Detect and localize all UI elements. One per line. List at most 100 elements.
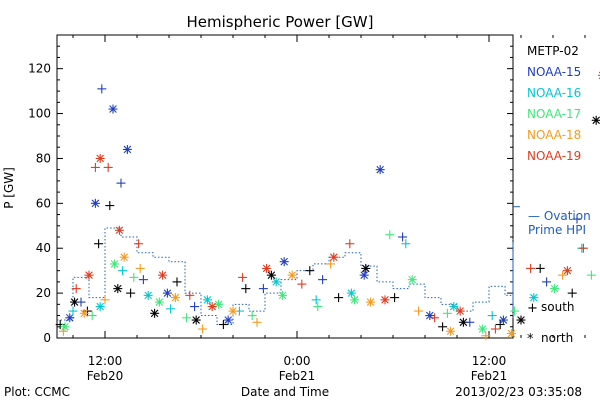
- noaa-19-north-point: [158, 270, 168, 280]
- noaa-19-south-point: [297, 279, 307, 289]
- noaa-17-north-point: [407, 275, 417, 285]
- noaa-15-south-point: [258, 284, 268, 294]
- noaa-17-south-point: [510, 306, 520, 316]
- metp-02-north-point: [361, 263, 371, 273]
- noaa-19-south-point: [430, 313, 440, 323]
- noaa-15-north-point: [90, 198, 100, 208]
- y-axis-label: P [GW]: [2, 167, 16, 209]
- noaa-17-south-point: [129, 272, 139, 282]
- legend-entry: NOAA-15: [527, 65, 581, 79]
- metp-02-south-point: [105, 201, 115, 211]
- noaa-15-north-point: [359, 270, 369, 280]
- legend-north-label: north: [541, 331, 573, 345]
- plot-credit: Plot: CCMC: [4, 385, 70, 399]
- metp-02-south-point: [535, 263, 545, 273]
- noaa-17-north-point: [478, 324, 488, 334]
- metp-02-south-point: [126, 288, 136, 298]
- legend-ovation-line1: — Ovation: [528, 209, 591, 223]
- x-axis-label: Date and Time: [241, 385, 329, 399]
- noaa-16-north-point: [346, 288, 356, 298]
- metp-02-south-point: [438, 322, 448, 332]
- noaa-19-north-point: [84, 270, 94, 280]
- noaa-18-south-point: [481, 331, 491, 341]
- noaa-17-north-point: [550, 284, 560, 294]
- noaa-19-south-point: [71, 284, 81, 294]
- metp-02-south-point: [305, 266, 315, 276]
- metp-02-north-point: [150, 308, 160, 318]
- noaa-18-south-point: [252, 317, 262, 327]
- noaa-19-south-point: [90, 162, 100, 172]
- x-tick-date-label: Feb21: [471, 369, 508, 383]
- noaa-17-south-point: [586, 270, 596, 280]
- noaa-19-south-point: [526, 263, 536, 273]
- chart-title: Hemispheric Power [GW]: [187, 13, 374, 31]
- noaa-15-south-point: [116, 178, 126, 188]
- noaa-15-south-point: [465, 317, 475, 327]
- noaa-17-south-point: [182, 313, 192, 323]
- noaa-16-south-point: [68, 306, 78, 316]
- noaa-18-north-point: [366, 297, 376, 307]
- x-tick-time-label: 0:00: [284, 354, 311, 368]
- y-axis: 0 20 40 60 80 100 120: [28, 34, 513, 345]
- legend: METP-02 NOAA-15 NOAA-16 NOAA-17 NOAA-18 NOAA-…: [513, 44, 581, 208]
- noaa-17-south-point: [87, 311, 97, 321]
- noaa-17-north-point: [350, 295, 360, 305]
- legend-entry: NOAA-19: [527, 149, 581, 163]
- legend-ovation-line2: Prime HPI: [528, 223, 586, 237]
- x-tick-date-label: Feb21: [279, 369, 316, 383]
- noaa-15-south-point: [542, 277, 552, 287]
- noaa-19-north-point: [207, 302, 217, 312]
- noaa-19-north-point: [114, 225, 124, 235]
- noaa-15-south-point: [190, 302, 200, 312]
- noaa-17-north-point: [60, 322, 70, 332]
- timestamp: 2013/02/23 03:35:08: [455, 385, 582, 399]
- legend-entry: METP-02: [527, 44, 579, 58]
- noaa-16-north-point: [202, 295, 212, 305]
- ovation-hpi-line: [57, 227, 514, 326]
- noaa-19-north-point: [562, 266, 572, 276]
- noaa-16-north-point: [271, 277, 281, 287]
- noaa-15-south-point: [572, 214, 582, 224]
- noaa-19-south-point: [238, 272, 248, 282]
- noaa-18-south-point: [135, 263, 145, 273]
- noaa-15-south-point: [97, 84, 107, 94]
- noaa-15-south-point: [138, 275, 148, 285]
- metp-02-south-point: [334, 293, 344, 303]
- noaa-18-south-point: [58, 326, 68, 336]
- legend-entry: NOAA-16: [527, 86, 581, 100]
- noaa-16-south-point: [487, 311, 497, 321]
- noaa-19-north-point: [455, 306, 465, 316]
- metp-02-north-point: [70, 297, 80, 307]
- noaa-19-north-point: [329, 252, 339, 262]
- noaa-15-north-point: [223, 315, 233, 325]
- y-tick-label: 60: [36, 196, 51, 210]
- noaa-16-north-point: [143, 290, 153, 300]
- metp-02-south-point: [94, 239, 104, 249]
- noaa-15-north-point: [162, 288, 172, 298]
- noaa-17-south-point: [247, 311, 257, 321]
- noaa-17-south-point: [385, 230, 395, 240]
- noaa-18-south-point: [414, 306, 424, 316]
- x-tick-time-label: 12:00: [472, 354, 507, 368]
- y-tick-label: 20: [36, 286, 51, 300]
- noaa-19-north-point: [95, 153, 105, 163]
- x-axis: 12:00Feb200:00Feb2112:00Feb210:00Feb2212…: [72, 35, 586, 383]
- metp-02-north-point: [266, 270, 276, 280]
- noaa-17-south-point: [442, 308, 452, 318]
- y-tick-label: 120: [28, 62, 51, 76]
- noaa-17-north-point: [154, 297, 164, 307]
- noaa-16-north-point: [449, 302, 459, 312]
- ovation-hpi-layer: [57, 227, 514, 326]
- noaa-19-south-point: [134, 239, 144, 249]
- noaa-18-north-point: [79, 308, 89, 318]
- y-tick-label: 0: [43, 331, 51, 345]
- noaa-17-south-point: [313, 302, 323, 312]
- noaa-15-north-point: [279, 257, 289, 267]
- noaa-15-north-point: [65, 313, 75, 323]
- metp-02-south-point: [172, 277, 182, 287]
- x-tick-time-label: 12:00: [88, 354, 123, 368]
- noaa-18-north-point: [170, 293, 180, 303]
- legend-entry: NOAA-18: [527, 128, 581, 142]
- legend-south-label: south: [541, 300, 575, 314]
